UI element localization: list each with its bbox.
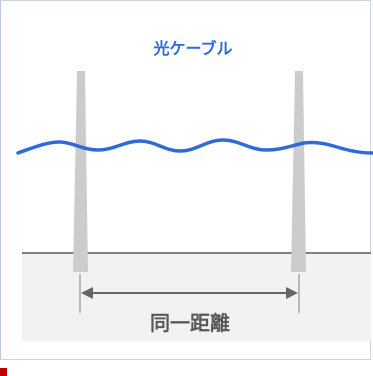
cable-label: 光ケーブル: [152, 39, 232, 58]
distance-arrow-left-head: [81, 287, 93, 299]
diagram-frame: [0, 0, 371, 360]
fiber-cable: [16, 138, 373, 155]
red-marker-icon: [0, 368, 7, 376]
distance-label: 同一距離: [150, 311, 230, 335]
left-pole: [73, 71, 88, 272]
distance-arrow-right-head: [286, 287, 298, 299]
right-pole: [291, 71, 306, 272]
